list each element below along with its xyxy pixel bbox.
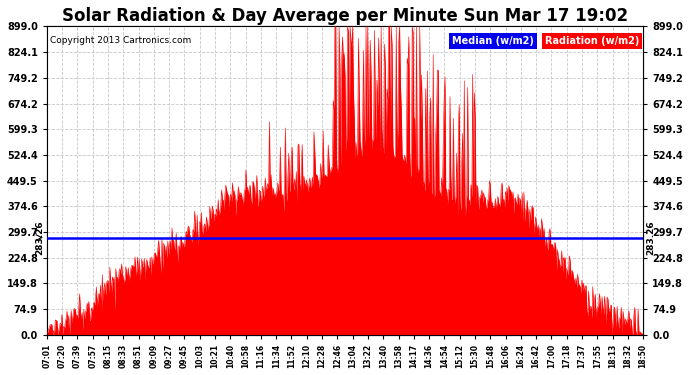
Text: Radiation (w/m2): Radiation (w/m2) bbox=[545, 36, 639, 46]
Text: 283.26: 283.26 bbox=[646, 220, 655, 255]
Text: 283.26: 283.26 bbox=[35, 220, 44, 255]
Text: Copyright 2013 Cartronics.com: Copyright 2013 Cartronics.com bbox=[50, 36, 191, 45]
Title: Solar Radiation & Day Average per Minute Sun Mar 17 19:02: Solar Radiation & Day Average per Minute… bbox=[62, 7, 628, 25]
Text: Median (w/m2): Median (w/m2) bbox=[453, 36, 534, 46]
